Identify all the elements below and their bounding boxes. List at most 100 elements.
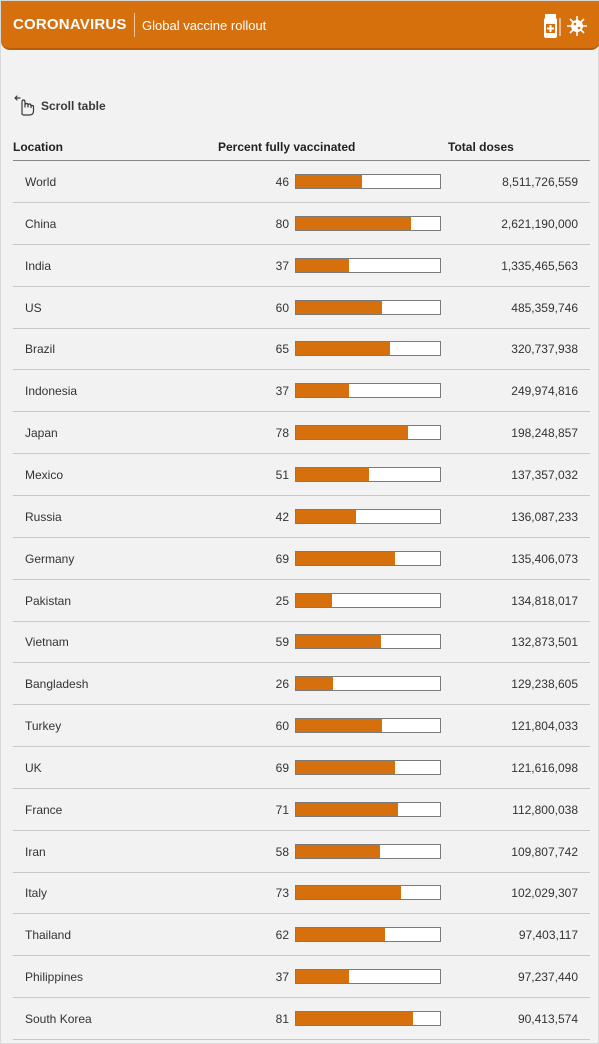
header-bar: CORONAVIRUS Global vaccine rollout — [1, 1, 599, 50]
row-location: Bangladesh — [25, 677, 89, 692]
row-location: Pakistan — [25, 593, 72, 608]
table-row: Vietnam 59 132,873,501 — [13, 621, 590, 664]
row-total-doses: 8,511,726,559 — [502, 175, 578, 189]
row-total-doses: 249,974,816 — [511, 384, 578, 399]
row-location: Turkey — [25, 719, 62, 734]
percent-bar-fill — [296, 216, 412, 230]
row-divider — [13, 746, 590, 748]
table-row: Philippines 37 97,237,440 — [13, 956, 590, 999]
row-percent-value: 46 — [275, 175, 289, 189]
row-location: South Korea — [25, 1012, 92, 1026]
row-percent-value: 60 — [275, 719, 289, 734]
table-row: Bangladesh 26 129,238,605 — [13, 663, 590, 706]
column-header-location: Location — [13, 140, 63, 154]
table-row: Thailand 62 97,403,117 — [13, 914, 590, 957]
row-divider — [13, 871, 590, 873]
row-location: Italy — [25, 886, 48, 901]
row-total-doses: 134,818,017 — [511, 593, 578, 608]
row-percent-value: 69 — [275, 551, 289, 566]
row-divider — [13, 453, 590, 455]
row-total-doses: 121,616,098 — [511, 760, 578, 775]
column-header-doses: Total doses — [448, 140, 514, 154]
row-location: UK — [25, 760, 42, 775]
row-percent-value: 65 — [275, 342, 289, 357]
row-percent-value: 26 — [275, 677, 289, 692]
row-location: Thailand — [25, 928, 72, 943]
row-divider — [13, 662, 590, 664]
percent-bar-fill — [296, 467, 370, 481]
row-location: Philippines — [25, 970, 84, 985]
row-divider — [13, 243, 590, 245]
vaccine-vial-virus-icon — [544, 14, 587, 38]
row-total-doses: 485,359,746 — [511, 300, 578, 315]
percent-bar-track — [295, 383, 441, 399]
row-total-doses: 320,737,938 — [511, 342, 578, 357]
table-row: Russia 42 136,087,233 — [13, 496, 590, 538]
row-divider — [13, 704, 590, 706]
page-title: Global vaccine rollout — [142, 18, 267, 33]
percent-bar-fill — [296, 300, 383, 314]
percent-bar-track — [295, 885, 441, 901]
row-total-doses: 102,029,307 — [511, 886, 578, 901]
row-location: Brazil — [25, 342, 56, 357]
row-total-doses: 121,804,033 — [511, 719, 578, 734]
row-percent-value: 69 — [275, 760, 289, 775]
percent-bar-track — [295, 969, 441, 985]
table-row: Indonesia 37 249,974,816 — [13, 370, 590, 413]
brand-label: CORONAVIRUS — [13, 16, 127, 33]
row-percent-value: 81 — [275, 1012, 289, 1026]
row-total-doses: 198,248,857 — [511, 426, 578, 441]
row-percent-value: 78 — [275, 426, 289, 441]
percent-bar-track — [295, 927, 441, 943]
table-row: World 46 8,511,726,559 — [13, 161, 590, 203]
row-total-doses: 136,087,233 — [511, 509, 578, 524]
percent-bar-fill — [296, 928, 386, 942]
row-location: India — [25, 258, 52, 273]
row-divider — [13, 578, 590, 580]
row-percent-value: 51 — [275, 467, 289, 482]
percent-bar-track — [295, 801, 441, 817]
percent-bar-track — [295, 174, 441, 189]
scroll-hint-label: Scroll table — [41, 99, 106, 113]
table-row: UK 69 121,616,098 — [13, 747, 590, 789]
column-header-percent: Percent fully vaccinated — [218, 140, 356, 154]
row-location: Iran — [25, 844, 46, 859]
row-total-doses: 132,873,501 — [511, 635, 578, 650]
row-total-doses: 2,621,190,000 — [501, 216, 578, 231]
percent-bar-track — [295, 759, 441, 775]
swipe-hand-icon — [14, 95, 35, 116]
percent-bar-fill — [296, 593, 332, 607]
row-location: Indonesia — [25, 384, 78, 399]
row-location: US — [25, 300, 42, 315]
row-total-doses: 97,237,440 — [517, 970, 578, 985]
percent-bar-track — [295, 299, 441, 315]
row-percent-value: 37 — [275, 970, 289, 985]
row-percent-value: 58 — [275, 844, 289, 859]
row-divider — [13, 369, 590, 371]
row-total-doses: 109,807,742 — [511, 844, 578, 859]
percent-bar-track — [295, 550, 441, 566]
percent-bar-track — [295, 425, 441, 441]
table-row: France 71 112,800,038 — [13, 789, 590, 831]
percent-bar-fill — [296, 258, 350, 272]
row-divider — [13, 997, 590, 999]
table-row: Mexico 51 137,357,032 — [13, 454, 590, 496]
row-divider — [13, 327, 590, 329]
percent-bar-track — [295, 718, 441, 734]
row-percent-value: 80 — [275, 216, 289, 231]
percent-bar-fill — [296, 970, 350, 984]
table-row: China 80 2,621,190,000 — [13, 203, 590, 245]
percent-bar-fill — [296, 719, 383, 733]
row-percent-value: 60 — [275, 300, 289, 315]
percent-bar-track — [295, 843, 441, 859]
table-row: US 60 485,359,746 — [13, 287, 590, 329]
row-total-doses: 1,335,465,563 — [501, 258, 578, 273]
percent-bar-track — [295, 634, 441, 650]
row-percent-value: 42 — [275, 509, 289, 524]
row-total-doses: 97,403,117 — [518, 928, 578, 943]
row-divider — [13, 202, 590, 203]
table-row: South Korea 81 90,413,574 — [13, 998, 590, 1040]
percent-bar-fill — [296, 635, 381, 649]
percent-bar-track — [295, 508, 441, 524]
